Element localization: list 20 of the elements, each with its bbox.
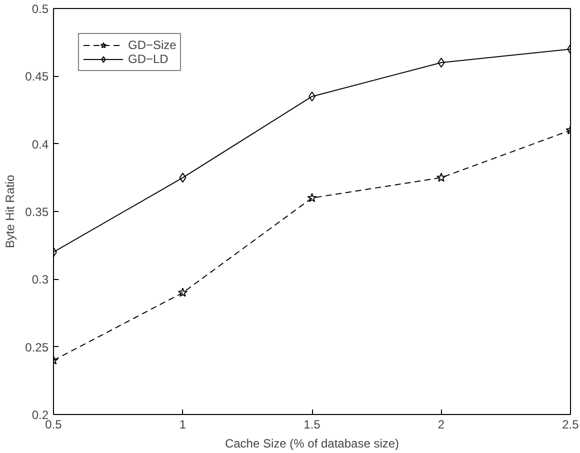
point <box>438 58 445 68</box>
y-tick-label: 0.35 <box>25 205 49 219</box>
point <box>307 192 317 202</box>
x-axis-title: Cache Size (% of database size) <box>224 436 400 450</box>
point <box>436 172 446 182</box>
y-tick-label: 0.5 <box>32 2 49 16</box>
y-tick-label: 0.3 <box>32 272 49 287</box>
y-tick-label: 0.25 <box>25 340 49 354</box>
y-axis-title: Byte Hit Ratio <box>3 174 18 248</box>
x-tick-label: 1.5 <box>304 418 321 432</box>
y-tick-label: 0.45 <box>25 70 49 84</box>
x-tick-label: 2.5 <box>562 418 580 432</box>
legend-label: GD−LD <box>128 52 168 66</box>
point <box>179 172 186 183</box>
point <box>178 288 188 297</box>
x-tick-label: 0.5 <box>45 418 62 432</box>
x-tick-label: 1 <box>179 418 186 432</box>
legend-label: GD−Size <box>128 38 176 52</box>
y-tick-label: 0.4 <box>32 137 49 152</box>
x-tick-label: 2 <box>438 418 445 432</box>
